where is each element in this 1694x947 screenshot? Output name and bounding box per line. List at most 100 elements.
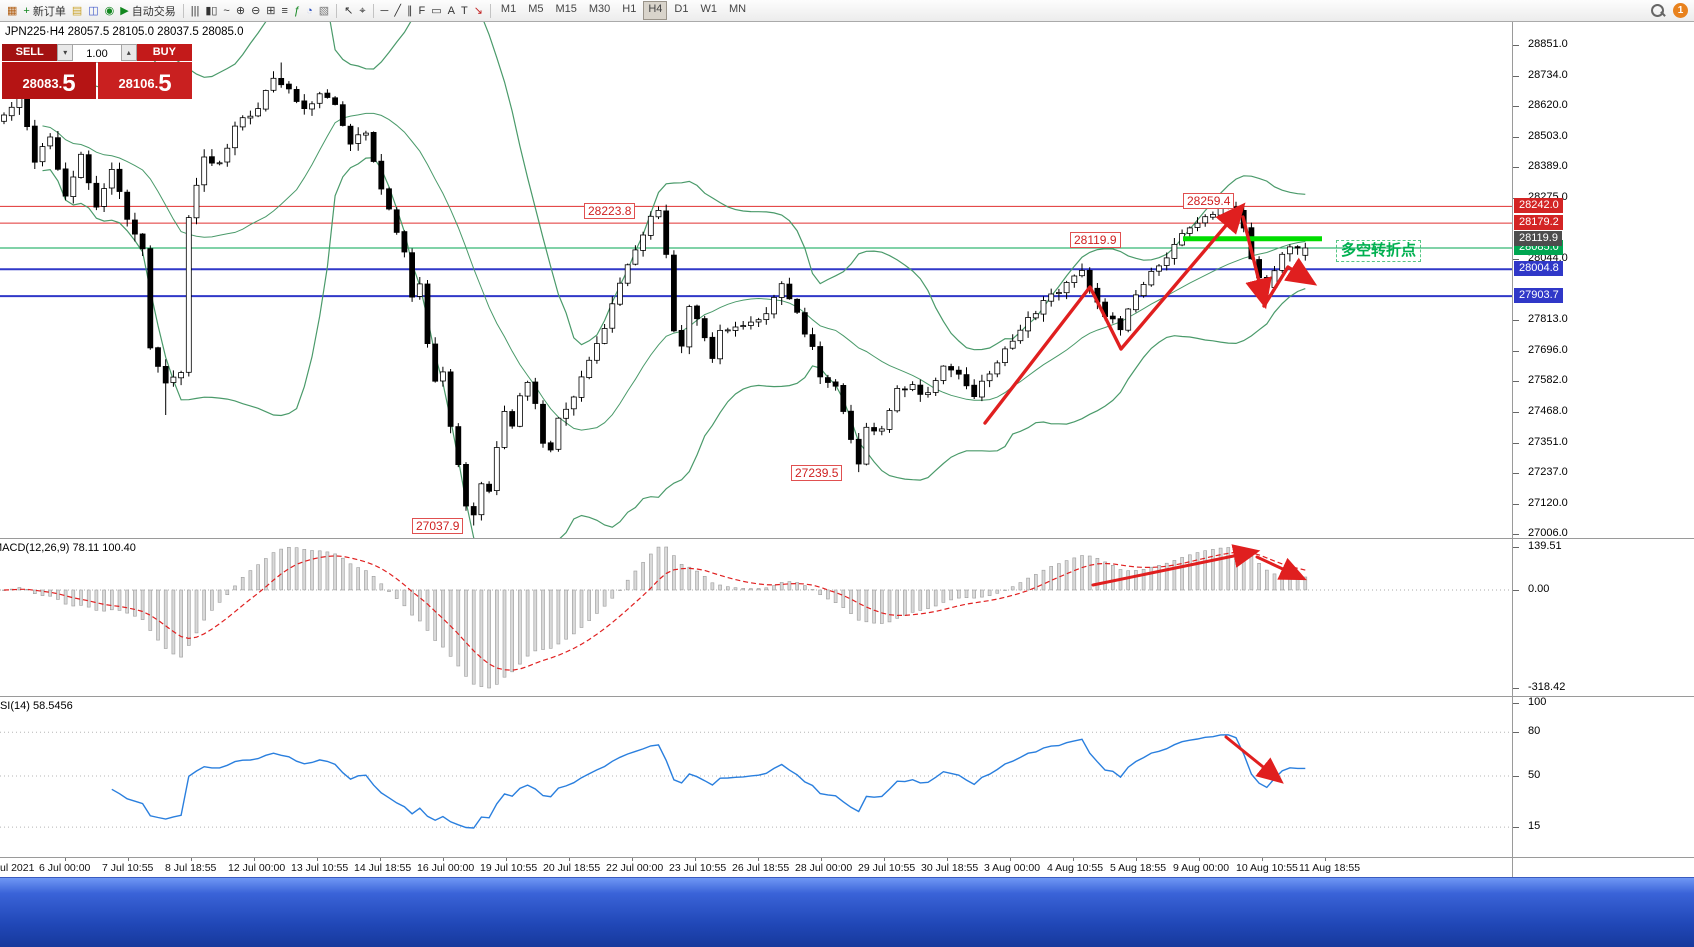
time-axis-label: 13 Jul 10:55 (291, 862, 349, 874)
new-chart-icon: ▦ (7, 4, 18, 17)
time-axis-tick (1010, 858, 1011, 861)
hline-tool-icon: ─ (380, 4, 389, 17)
arrange-windows-icon: ≡ (281, 4, 288, 17)
shapes-tool-button[interactable]: ▭ (428, 2, 444, 20)
time-axis-label: 7 Jul 10:55 (102, 862, 154, 874)
indicators-button[interactable]: ƒ (291, 2, 303, 20)
hline-tool-button[interactable]: ─ (378, 2, 392, 20)
timeframe-m5-button[interactable]: M5 (528, 3, 544, 15)
new-order-icon: + (23, 4, 30, 17)
timeframe-m30-button[interactable]: M30 (588, 3, 611, 15)
price-tag: 28119.9 (1514, 231, 1562, 246)
channel-tool-button[interactable]: ∥ (404, 2, 416, 20)
chart-panel[interactable]: JPN225·H4 28057.5 28105.0 28037.5 28085.… (0, 21, 1512, 538)
time-axis-tick (1262, 858, 1263, 861)
indicators-icon: ƒ (293, 4, 301, 17)
templates-button[interactable]: ▧ (316, 2, 332, 20)
time-axis-tick (65, 858, 66, 861)
price-axis-tick: 27351.0 (1513, 436, 1568, 448)
macd-label: MACD(12,26,9) 78.11 100.40 (0, 542, 136, 554)
search-icon[interactable] (1651, 4, 1664, 17)
toolbar-separator (182, 3, 184, 18)
auto-trading-button[interactable]: ▶ 自动交易 (117, 2, 178, 20)
ohlc-values: 28057.5 28105.0 28037.5 28085.0 (67, 26, 244, 38)
rsi-panel[interactable]: RSI(14) 58.5456 (0, 697, 1512, 857)
rsi-axis-level: 80 (1512, 725, 1541, 737)
new-chart-button[interactable]: ▦ (4, 2, 20, 20)
price-axis-tick: 28734.0 (1513, 69, 1568, 81)
tile-windows-button[interactable]: ⊞ (263, 2, 278, 20)
zoom-out-icon: ⊖ (251, 4, 261, 17)
time-axis-tick (884, 858, 885, 861)
time-axis-tick (443, 858, 444, 861)
time-axis-label: 8 Jul 18:55 (165, 862, 217, 874)
volume-decrease-button[interactable]: ▾ (57, 44, 73, 61)
timeframe-m15-button[interactable]: M15 (555, 3, 577, 15)
candlestick-type-button[interactable]: ▮▯ (202, 2, 220, 20)
label-tool-icon: T (460, 4, 468, 17)
buy-button[interactable]: BUY (136, 44, 192, 61)
volume-increase-button[interactable]: ▴ (121, 44, 137, 61)
auto-trading-icon: ▶ (120, 4, 129, 17)
zoom-in-icon: ⊕ (235, 4, 246, 17)
volume-input[interactable] (73, 44, 121, 63)
fibonacci-tool-button[interactable]: F (415, 2, 428, 20)
macd-panel[interactable]: MACD(12,26,9) 78.11 100.40 (0, 539, 1512, 696)
arrange-windows-button[interactable]: ≡ (279, 2, 291, 20)
price-axis-tick: 28389.0 (1513, 160, 1568, 172)
timeframe-mn-button[interactable]: MN (728, 3, 747, 15)
time-axis-label: 5 Aug 18:55 (1110, 862, 1167, 874)
timeframe-m1-button[interactable]: M1 (500, 3, 517, 15)
text-tool-button[interactable]: A (445, 2, 458, 20)
cursor-button[interactable]: ↖ (341, 2, 356, 20)
navigator-button[interactable]: ◉ (102, 2, 118, 20)
order-prices-row: 28083. 5 28106. 5 (2, 62, 192, 99)
timeframe-w1-button[interactable]: W1 (700, 3, 717, 15)
time-axis[interactable]: ul 2021 6 Jul 00:00 7 Jul 10:55 8 Jul 18:55… (0, 858, 1512, 876)
zoom-in-button[interactable]: ⊕ (233, 2, 248, 20)
buy-price-int: 28106. (118, 76, 159, 91)
timeframe-h4-button[interactable]: H4 (643, 1, 668, 20)
crosshair-button[interactable]: ⌖ (356, 2, 368, 20)
time-axis-tick (128, 858, 129, 861)
periods-button[interactable]: ◔ (303, 2, 316, 20)
notification-badge[interactable]: 1 (1673, 3, 1688, 18)
navigator-icon: ◉ (104, 4, 115, 17)
zoom-out-button[interactable]: ⊖ (248, 2, 263, 20)
line-chart-type-button[interactable]: ~ (220, 2, 232, 20)
arrows-tool-button[interactable]: ↘ (471, 2, 486, 20)
price-axis[interactable]: 28851.0 28734.0 28620.0 28503.0 28389.0 28275… (1512, 21, 1694, 877)
channel-tool-icon: ∥ (406, 4, 413, 17)
shapes-tool-icon: ▭ (431, 4, 442, 17)
order-controls-row: SELL ▾ ▴ BUY (2, 44, 192, 63)
buy-price-button[interactable]: 28106. 5 (98, 62, 192, 99)
sell-price-int: 28083. (22, 76, 63, 91)
timeframe-h1-button[interactable]: H1 (622, 3, 637, 15)
profiles-button[interactable]: ▤ (69, 2, 85, 20)
time-axis-tick (317, 858, 318, 861)
new-order-button[interactable]: + 新订单 (20, 2, 68, 20)
profiles-icon: ▤ (71, 4, 83, 17)
bottom-bar (0, 877, 1694, 947)
time-axis-label: 14 Jul 18:55 (354, 862, 412, 874)
price-tag: 28242.0 (1514, 198, 1563, 213)
price-axis-tick: 28620.0 (1513, 99, 1568, 111)
sell-price-button[interactable]: 28083. 5 (2, 62, 96, 99)
label-tool-button[interactable]: T (458, 2, 471, 20)
trendline-tool-icon: ╱ (394, 4, 401, 17)
time-axis-tick (758, 858, 759, 861)
price-tag: 27903.7 (1514, 288, 1563, 303)
toolbar: ▦ + 新订单 ▤ ◫ ◉ ▶ 自动交易 ||| ▮▯ ~ ⊕ ⊖ ⊞ ≡ ƒ ◔ ▧ ↖ ⌖ ─ ╱ ∥ F ▭ A T ↘ M1 M… (0, 0, 1694, 22)
time-axis-tick (821, 858, 822, 861)
crosshair-icon: ⌖ (359, 4, 366, 17)
time-axis-label: 16 Jul 00:00 (417, 862, 475, 874)
price-axis-tick: 27120.0 (1513, 497, 1568, 509)
new-order-button-label: 新订单 (32, 5, 66, 18)
trendline-tool-button[interactable]: ╱ (391, 2, 404, 20)
bar-chart-type-button[interactable]: ||| (188, 2, 203, 20)
market-watch-button[interactable]: ◫ (85, 2, 101, 20)
sell-button[interactable]: SELL (2, 44, 58, 61)
timeframe-d1-button[interactable]: D1 (674, 3, 689, 15)
candlestick-chart[interactable] (0, 21, 1512, 538)
